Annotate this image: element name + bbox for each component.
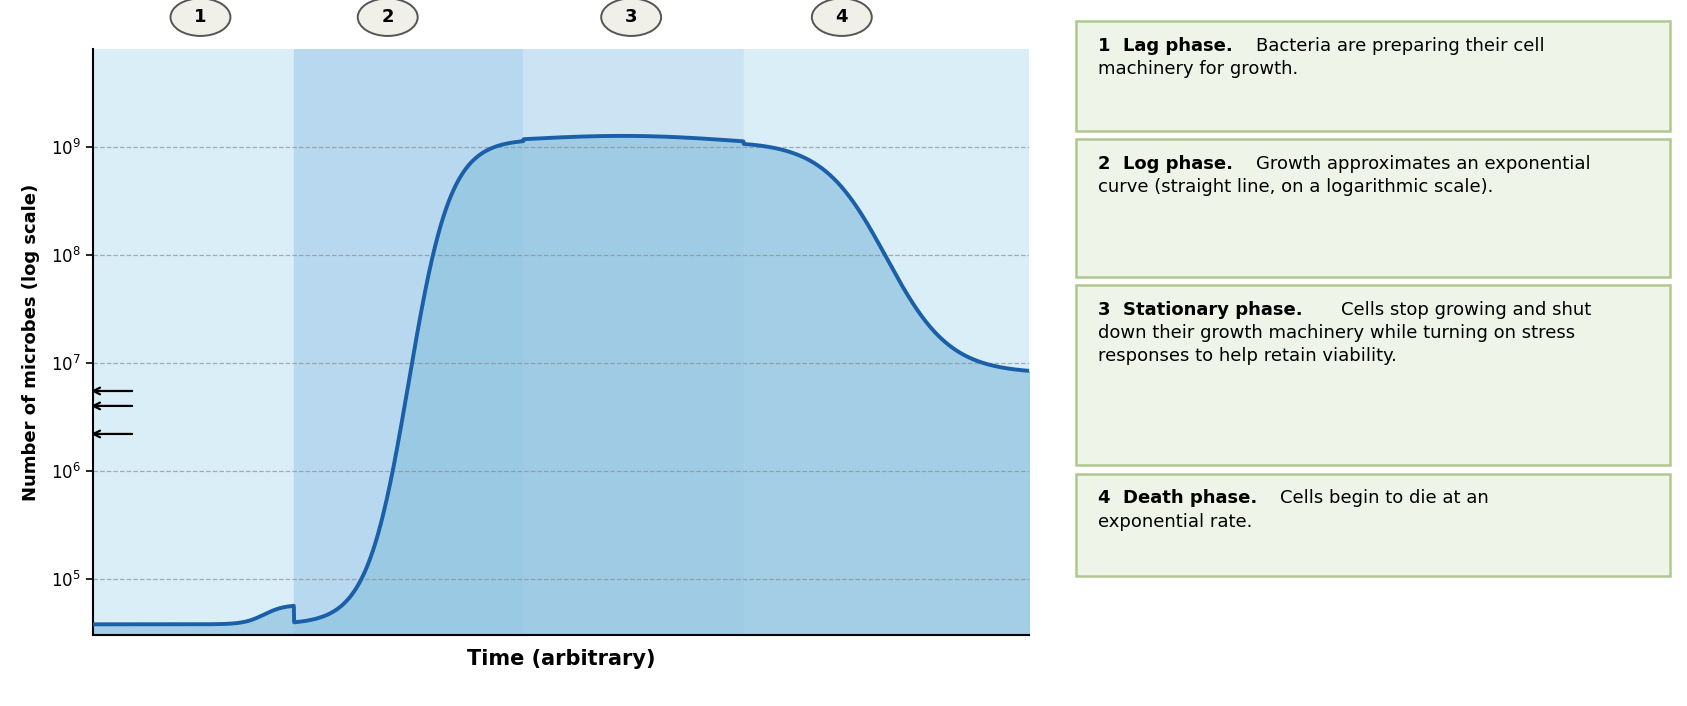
Text: 1  Lag phase.: 1 Lag phase. xyxy=(1098,37,1233,54)
X-axis label: Time (arbitrary): Time (arbitrary) xyxy=(467,650,655,669)
Text: down their growth machinery while turning on stress: down their growth machinery while turnin… xyxy=(1098,324,1576,342)
Circle shape xyxy=(170,0,231,36)
Circle shape xyxy=(811,0,872,36)
Text: 2  Log phase.: 2 Log phase. xyxy=(1098,155,1233,172)
Text: 3  Stationary phase.: 3 Stationary phase. xyxy=(1098,301,1302,318)
Text: Cells begin to die at an: Cells begin to die at an xyxy=(1280,489,1490,507)
Bar xyxy=(93,49,294,635)
Text: Bacteria are preparing their cell: Bacteria are preparing their cell xyxy=(1257,37,1545,54)
Text: exponential rate.: exponential rate. xyxy=(1098,513,1253,530)
Text: machinery for growth.: machinery for growth. xyxy=(1098,60,1299,78)
Circle shape xyxy=(601,0,661,36)
Circle shape xyxy=(358,0,418,36)
Y-axis label: Number of microbes (log scale): Number of microbes (log scale) xyxy=(22,184,40,501)
Text: responses to help retain viability.: responses to help retain viability. xyxy=(1098,347,1397,365)
Text: 2: 2 xyxy=(381,8,395,26)
Text: 4: 4 xyxy=(835,8,849,26)
Text: 1: 1 xyxy=(194,8,208,26)
Bar xyxy=(294,49,523,635)
Text: Cells stop growing and shut: Cells stop growing and shut xyxy=(1341,301,1591,318)
Text: 4  Death phase.: 4 Death phase. xyxy=(1098,489,1257,507)
Text: curve (straight line, on a logarithmic scale).: curve (straight line, on a logarithmic s… xyxy=(1098,178,1493,196)
Text: Growth approximates an exponential: Growth approximates an exponential xyxy=(1257,155,1591,172)
Text: 3: 3 xyxy=(624,8,638,26)
Bar xyxy=(523,49,744,635)
Bar xyxy=(744,49,1029,635)
